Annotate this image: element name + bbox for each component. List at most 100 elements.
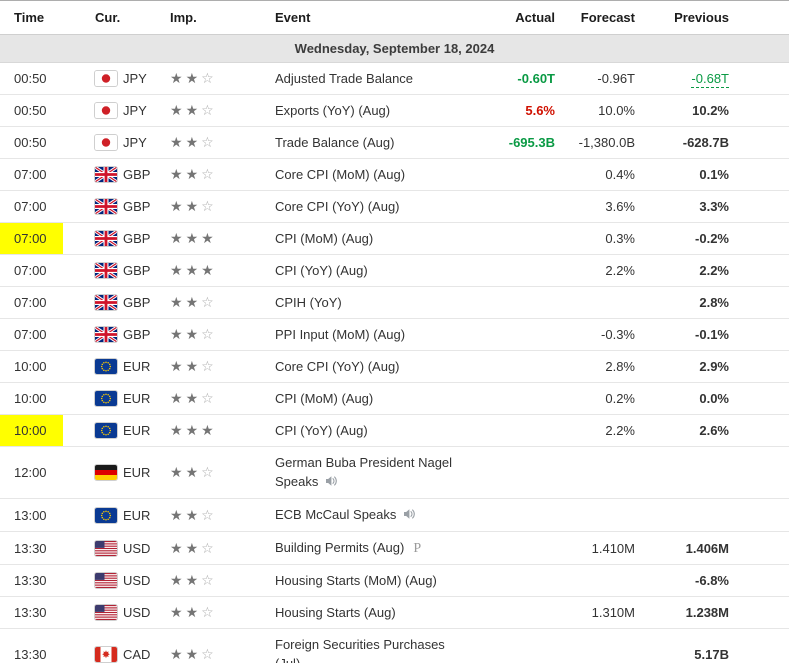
event-time: 10:00 [0,382,85,415]
star-filled-icon: ★ [185,645,199,662]
event-link[interactable]: CPIH (YoY) [275,295,342,310]
event-currency: GBP [85,254,163,287]
currency-code: GBP [123,295,151,310]
currency-code: JPY [123,103,147,118]
event-cell: CPI (YoY) (Aug) [265,254,497,287]
event-link[interactable]: CPI (YoY) (Aug) [275,423,368,438]
event-currency: EUR [85,382,163,415]
star-filled-icon: ★ [170,262,183,278]
event-currency: JPY [85,94,163,127]
column-header-time: Time [0,0,85,35]
uk-flag-icon [95,199,117,214]
event-row: 10:00 EUR ★ ★ ☆ Core CPI (YoY) (Aug) 2.8% … [0,350,789,383]
previous-value: 3.3% [641,190,739,223]
event-time: 10:00 [0,414,85,447]
forecast-value: 0.4% [559,158,641,191]
event-currency: EUR [85,350,163,383]
importance-stars: ★ ★ ☆ [163,350,265,383]
actual-value: -0.60T [497,62,559,95]
event-link[interactable]: Housing Starts (Aug) [275,605,396,620]
event-link[interactable]: Exports (YoY) (Aug) [275,103,391,118]
row-extra-space [739,350,789,383]
actual-value [497,190,559,223]
column-header-forecast: Forecast [559,0,641,35]
star-filled-icon: ★ [201,230,214,246]
event-link[interactable]: Core CPI (MoM) (Aug) [275,167,406,182]
row-extra-space [739,414,789,447]
event-cell: CPI (MoM) (Aug) [265,382,497,415]
previous-value: 2.8% [641,286,739,319]
date-separator-label: Wednesday, September 18, 2024 [0,34,789,63]
actual-value [497,350,559,383]
event-link[interactable]: Foreign Securities Purchases (Jul) [275,637,445,663]
event-link[interactable]: ECB McCaul Speaks [275,507,397,522]
event-time: 07:00 [0,222,85,255]
currency-code: GBP [123,231,151,246]
importance-stars: ★ ★ ☆ [163,190,265,223]
event-cell: Core CPI (MoM) (Aug) [265,158,497,191]
actual-value [497,158,559,191]
column-header-previous: Previous [641,0,739,35]
previous-value: -628.7B [641,126,739,159]
star-filled-icon: ★ [185,294,199,310]
event-time: 13:00 [0,498,85,532]
previous-value: 0.0% [641,382,739,415]
star-filled-icon: ★ [170,326,183,342]
event-time: 00:50 [0,94,85,127]
forecast-value [559,286,641,319]
star-filled-icon: ★ [170,134,183,150]
event-currency: GBP [85,158,163,191]
currency-code: EUR [123,423,151,438]
event-row: 10:00 EUR ★ ★ ☆ CPI (MoM) (Aug) 0.2% 0.0% [0,382,789,415]
event-link[interactable]: CPI (MoM) (Aug) [275,391,374,406]
event-row: 00:50 JPY ★ ★ ☆ Adjusted Trade Balance -0.… [0,62,789,95]
importance-stars: ★ ★ ☆ [163,318,265,351]
eu-flag-icon [95,359,117,374]
event-link[interactable]: PPI Input (MoM) (Aug) [275,327,406,342]
event-link[interactable]: Housing Starts (MoM) (Aug) [275,573,437,588]
us-flag-icon [95,540,117,556]
japan-flag-icon [95,103,117,118]
previous-value: 2.2% [641,254,739,287]
column-header-cur: Cur. [85,0,163,35]
forecast-value: 0.3% [559,222,641,255]
event-link[interactable]: Building Permits (Aug) [275,540,405,555]
star-empty-icon: ☆ [201,70,214,86]
row-extra-space [739,62,789,95]
importance-stars: ★ ★ ☆ [163,564,265,597]
importance-stars: ★ ★ ☆ [163,286,265,319]
event-link[interactable]: Core CPI (YoY) (Aug) [275,199,400,214]
previous-value: -0.68T [641,62,739,95]
row-extra-space [739,222,789,255]
event-link[interactable]: CPI (YoY) (Aug) [275,263,368,278]
actual-value [497,382,559,415]
star-filled-icon: ★ [185,422,199,438]
event-cell: Foreign Securities Purchases (Jul) [265,628,497,663]
event-time: 07:00 [0,318,85,351]
row-extra-space [739,596,789,629]
event-link[interactable]: Trade Balance (Aug) [275,135,395,150]
star-filled-icon: ★ [185,262,199,278]
star-empty-icon: ☆ [201,326,214,342]
row-extra-space [739,126,789,159]
event-cell: Building Permits (Aug) P [265,531,497,565]
row-extra-space [739,628,789,663]
event-link[interactable]: Adjusted Trade Balance [275,71,414,86]
date-separator-row: Wednesday, September 18, 2024 [0,34,789,63]
currency-code: GBP [123,167,151,182]
star-filled-icon: ★ [185,198,199,214]
event-link[interactable]: German Buba President Nagel Speaks [275,455,453,489]
forecast-value: 2.2% [559,414,641,447]
currency-code: CAD [123,646,151,662]
event-currency: GBP [85,286,163,319]
star-filled-icon: ★ [170,645,183,662]
star-filled-icon: ★ [170,422,183,438]
star-filled-icon: ★ [170,102,183,118]
column-header-actual: Actual [497,0,559,35]
forecast-value: 3.6% [559,190,641,223]
event-link[interactable]: CPI (MoM) (Aug) [275,231,374,246]
column-header-imp: Imp. [163,0,265,35]
event-time: 07:00 [0,190,85,223]
star-empty-icon: ☆ [201,645,214,662]
event-link[interactable]: Core CPI (YoY) (Aug) [275,359,400,374]
